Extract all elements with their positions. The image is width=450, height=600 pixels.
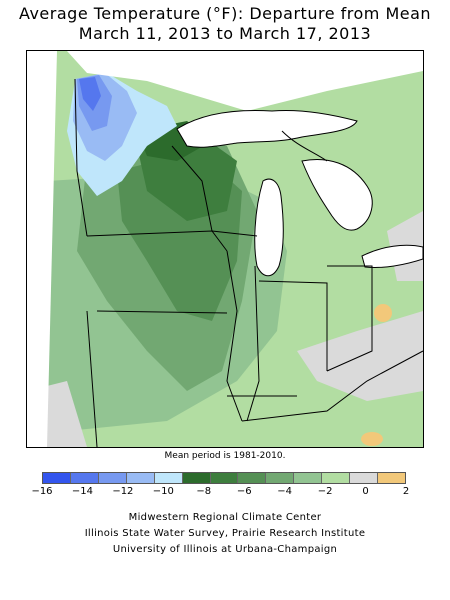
border-mn-wi (171, 145, 213, 232)
legend-swatch (182, 473, 211, 483)
legend-tick-label: −10 (152, 486, 174, 497)
legend-swatch (43, 473, 71, 483)
legend-tick-label: −12 (112, 486, 134, 497)
border-in-oh (258, 280, 328, 371)
credit-line3: University of Illinois at Urbana-Champai… (112, 544, 338, 555)
legend-swatch (70, 473, 99, 483)
credit-line2: Illinois State Water Survey, Prairie Res… (84, 528, 366, 539)
map-title-line1: Average Temperature (°F): Departure from… (18, 4, 432, 23)
lake-michigan (254, 178, 284, 277)
border-oh (326, 265, 373, 372)
legend-swatch (238, 473, 267, 483)
lake-huron (301, 158, 373, 231)
border-ia-mo (96, 310, 228, 314)
legend-swatch (154, 473, 183, 483)
field-minus16 (79, 77, 101, 111)
legend-tick-label: −8 (196, 486, 212, 497)
legend-swatch (210, 473, 239, 483)
lake-erie (361, 244, 423, 268)
legend-swatch (378, 473, 405, 483)
legend-swatch (350, 473, 379, 483)
legend-tick-labels: −16 −14 −12 −10 −8 −6 −4 −2 0 2 (31, 486, 410, 500)
legend-swatch (294, 473, 323, 483)
credit-line1: Midwestern Regional Climate Center (128, 512, 322, 523)
legend-tick-label: 0 (362, 486, 369, 497)
border-ohio-river (241, 350, 423, 422)
legend-tick-label: −6 (236, 486, 252, 497)
legend-tick-label: −2 (317, 486, 333, 497)
border-mn-dakota (74, 78, 88, 237)
border-il-in (246, 265, 260, 422)
map-title-line2: March 11, 2013 to March 17, 2013 (78, 24, 372, 43)
legend-swatch (126, 473, 155, 483)
legend-tick-label: −4 (277, 486, 293, 497)
map-title: Average Temperature (°F): Departure from… (0, 4, 450, 44)
state-boundaries (74, 78, 423, 447)
map-canvas (27, 51, 423, 447)
legend-tick-label: −16 (31, 486, 53, 497)
credits: Midwestern Regional Climate Center Illin… (0, 510, 450, 558)
border-ia-il-river (226, 250, 243, 422)
lake-superior (176, 110, 358, 148)
legend-swatch (266, 473, 295, 483)
outside-west (27, 51, 57, 447)
temperature-departure-map (26, 50, 424, 448)
field-plus2-south (361, 432, 383, 446)
border-ks-mo (86, 310, 98, 447)
color-legend (42, 472, 406, 484)
border-upper-peninsula (281, 130, 328, 162)
field-plus2-ohio (374, 304, 392, 322)
legend-swatch (98, 473, 127, 483)
legend-tick-label: 2 (402, 486, 410, 497)
border-wi-il (211, 230, 258, 237)
legend-swatch (322, 473, 351, 483)
mean-period-note: Mean period is 1981-2010. (164, 451, 286, 461)
outside-north (27, 51, 423, 111)
legend-tick-label: −14 (71, 486, 93, 497)
